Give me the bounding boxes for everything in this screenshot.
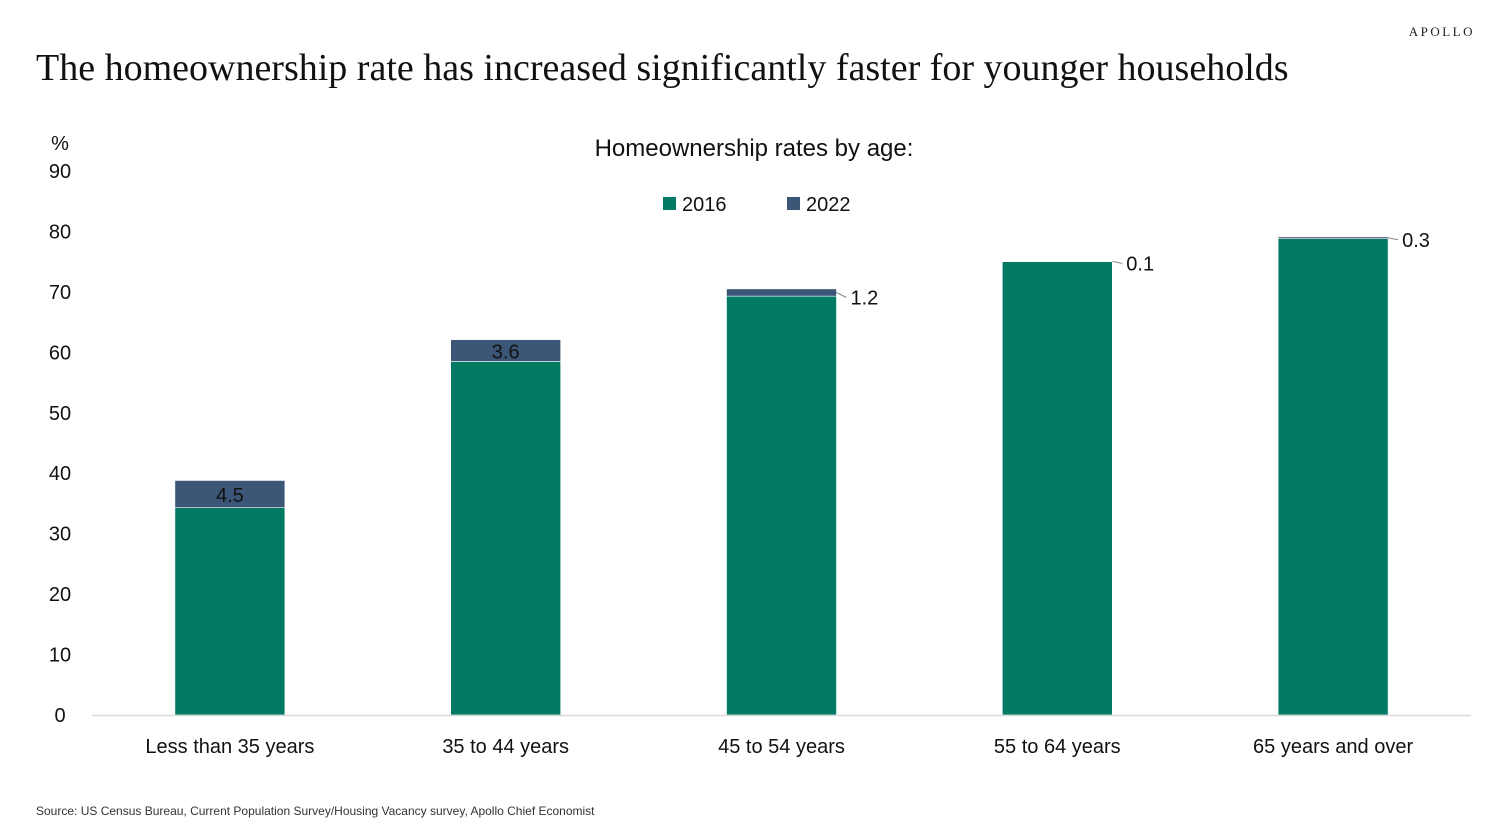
- bar-2022-3: [1001, 260, 1113, 262]
- bar-2016-1: [450, 361, 562, 716]
- y-tick-label: 60: [49, 342, 71, 364]
- y-axis-ticks: 0 10 20 30 40 50 60 70 80 90: [49, 161, 71, 727]
- data-label: 3.6: [492, 342, 520, 364]
- y-tick-label: 10: [49, 645, 71, 667]
- x-axis-ticks: Less than 35 years 35 to 44 years 45 to 54…: [145, 736, 1413, 758]
- bar-2022-0: [174, 480, 286, 508]
- data-label: 4.5: [216, 485, 244, 507]
- bar-2016-0: [174, 507, 286, 716]
- x-tick-label: 65 years and over: [1253, 736, 1413, 758]
- bars: 4.5 3.6 1.2 0.1 0.3: [174, 230, 1430, 716]
- source-note: Source: US Census Bureau, Current Popula…: [36, 804, 595, 818]
- legend-swatch-2016: [663, 197, 676, 210]
- x-tick-label: 45 to 54 years: [718, 736, 845, 758]
- legend-swatch-2022: [787, 197, 800, 210]
- data-label: 0.1: [1126, 253, 1154, 275]
- y-tick-label: 40: [49, 463, 71, 485]
- bar-2016-2: [726, 295, 837, 716]
- data-label-leader: [836, 292, 847, 298]
- x-tick-label: Less than 35 years: [145, 736, 314, 758]
- bar-2022-1: [450, 339, 562, 362]
- page-title: The homeownership rate has increased sig…: [36, 47, 1289, 89]
- y-axis-label: %: [51, 133, 69, 155]
- data-label-leader: [1388, 237, 1399, 241]
- y-tick-label: 30: [49, 524, 71, 546]
- bar-2016-3: [1001, 261, 1113, 716]
- x-tick-label: 35 to 44 years: [442, 736, 569, 758]
- y-tick-label: 80: [49, 221, 71, 243]
- chart-title: Homeownership rates by age:: [595, 135, 914, 162]
- y-tick-label: 90: [49, 161, 71, 183]
- data-label: 0.3: [1402, 230, 1430, 252]
- legend-label-2022: 2022: [806, 194, 851, 216]
- legend-label-2016: 2016: [682, 194, 727, 216]
- y-tick-label: 70: [49, 282, 71, 304]
- y-tick-label: 20: [49, 584, 71, 606]
- bar-2022-2: [726, 288, 837, 297]
- bar-2016-4: [1277, 238, 1389, 716]
- data-label: 1.2: [851, 287, 879, 309]
- brand-logo: APOLLO: [1408, 24, 1475, 39]
- data-label-leader: [1112, 260, 1123, 264]
- x-tick-label: 55 to 64 years: [994, 736, 1121, 758]
- y-tick-label: 0: [54, 705, 65, 727]
- bar-2022-4: [1277, 236, 1389, 239]
- legend: 2016 2022: [663, 194, 851, 216]
- y-tick-label: 50: [49, 403, 71, 425]
